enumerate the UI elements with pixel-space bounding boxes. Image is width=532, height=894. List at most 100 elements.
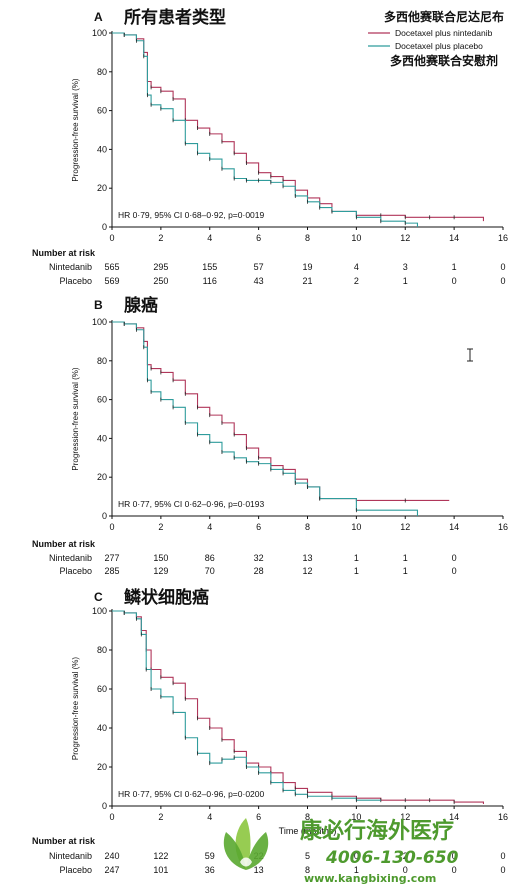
y-tick-label: 80 (97, 67, 107, 77)
watermark-phone: 4006-130-650 (325, 848, 459, 868)
risk-count: 13 (302, 553, 312, 563)
x-tick-label: 0 (109, 522, 114, 532)
risk-count: 57 (254, 262, 264, 272)
risk-count: 59 (205, 851, 215, 861)
y-tick-label: 40 (97, 144, 107, 154)
panel-letter: C (94, 590, 103, 604)
risk-count: 1 (403, 276, 408, 286)
risk-count: 1 (354, 553, 359, 563)
y-tick-label: 20 (97, 762, 107, 772)
legend: 多西他赛联合尼达尼布 Docetaxel plus nintedanib Doc… (368, 9, 504, 68)
risk-count: 0 (403, 865, 408, 875)
panel-letter: A (94, 10, 103, 24)
panel-title: 所有患者类型 (124, 7, 226, 28)
risk-count: 150 (153, 553, 168, 563)
hr-annotation: HR 0·77, 95% CI 0·62–0·96, p=0·0200 (118, 789, 265, 799)
x-tick-label: 6 (256, 233, 261, 243)
hr-annotation: HR 0·77, 95% CI 0·62–0·96, p=0·0193 (118, 499, 265, 509)
x-tick-label: 12 (400, 522, 410, 532)
watermark-name: 康必行海外医疗 (300, 818, 454, 844)
risk-count: 0 (452, 553, 457, 563)
x-tick-label: 16 (498, 233, 508, 243)
text-cursor-icon (467, 348, 473, 362)
y-axis-label: Progression-free survival (%) (71, 657, 80, 760)
risk-count: 8 (305, 865, 310, 875)
risk-count: 0 (500, 262, 505, 272)
x-tick-label: 8 (305, 522, 310, 532)
x-tick-label: 8 (305, 233, 310, 243)
x-tick-label: 2 (158, 812, 163, 822)
y-tick-label: 60 (97, 106, 107, 116)
watermark-url: www.kangbixing.com (304, 872, 436, 885)
y-tick-label: 60 (97, 684, 107, 694)
x-tick-label: 6 (256, 812, 261, 822)
risk-count: 19 (302, 262, 312, 272)
y-axis-label: Progression-free survival (%) (71, 367, 80, 470)
leaf-logo-icon (223, 818, 269, 870)
risk-count: 13 (254, 865, 264, 875)
x-tick-label: 2 (158, 522, 163, 532)
risk-count: 32 (254, 553, 264, 563)
risk-row-label: Nintedanib (49, 851, 92, 861)
y-tick-label: 20 (97, 472, 107, 482)
risk-count: 101 (153, 865, 168, 875)
y-tick-label: 0 (102, 511, 107, 521)
x-tick-label: 8 (305, 812, 310, 822)
risk-count: 86 (205, 553, 215, 563)
x-axis-label: Time (months) (279, 826, 337, 836)
risk-count: 1 (403, 553, 408, 563)
risk-row-label: Nintedanib (49, 553, 92, 563)
y-tick-label: 80 (97, 356, 107, 366)
risk-count: 28 (254, 566, 264, 576)
risk-header: Number at risk (32, 836, 96, 846)
x-tick-label: 12 (400, 812, 410, 822)
watermark: 康必行海外医疗 4006-130-650 www.kangbixing.com (223, 818, 459, 885)
risk-row-label: Placebo (59, 865, 92, 875)
x-tick-label: 10 (351, 233, 361, 243)
risk-count: 295 (153, 262, 168, 272)
x-tick-label: 0 (109, 233, 114, 243)
risk-count: 240 (104, 851, 119, 861)
risk-row-label: Placebo (59, 276, 92, 286)
risk-count: 0 (500, 851, 505, 861)
legend-title-top: 多西他赛联合尼达尼布 (384, 9, 504, 24)
km-curve-placebo (112, 610, 381, 801)
y-axis-label: Progression-free survival (%) (71, 78, 80, 181)
risk-count: 1 (354, 566, 359, 576)
y-tick-label: 100 (92, 317, 107, 327)
x-tick-label: 12 (400, 233, 410, 243)
risk-count: 565 (104, 262, 119, 272)
x-tick-label: 6 (256, 522, 261, 532)
legend-label-nintedanib: Docetaxel plus nintedanib (395, 28, 493, 38)
x-tick-label: 4 (207, 233, 212, 243)
risk-count: 0 (452, 566, 457, 576)
km-curve-placebo (112, 321, 419, 516)
risk-count: 122 (153, 851, 168, 861)
risk-row-label: Nintedanib (49, 262, 92, 272)
km-curve-nintedanib (112, 321, 450, 502)
y-tick-label: 0 (102, 222, 107, 232)
risk-count: 3 (403, 262, 408, 272)
x-tick-label: 4 (207, 812, 212, 822)
x-tick-label: 4 (207, 522, 212, 532)
risk-count: 129 (153, 566, 168, 576)
hr-annotation: HR 0·79, 95% CI 0·68–0·92, p=0·0019 (118, 210, 265, 220)
x-tick-label: 16 (498, 522, 508, 532)
x-tick-label: 2 (158, 233, 163, 243)
risk-count: 5 (305, 851, 310, 861)
risk-count: 155 (202, 262, 217, 272)
x-tick-label: 10 (351, 812, 361, 822)
risk-count: 0 (452, 276, 457, 286)
risk-count: 569 (104, 276, 119, 286)
risk-count: 36 (205, 865, 215, 875)
risk-count: 285 (104, 566, 119, 576)
risk-count: 1 (452, 262, 457, 272)
risk-count: 250 (153, 276, 168, 286)
risk-count: 0 (500, 276, 505, 286)
y-tick-label: 60 (97, 395, 107, 405)
risk-header: Number at risk (32, 539, 96, 549)
